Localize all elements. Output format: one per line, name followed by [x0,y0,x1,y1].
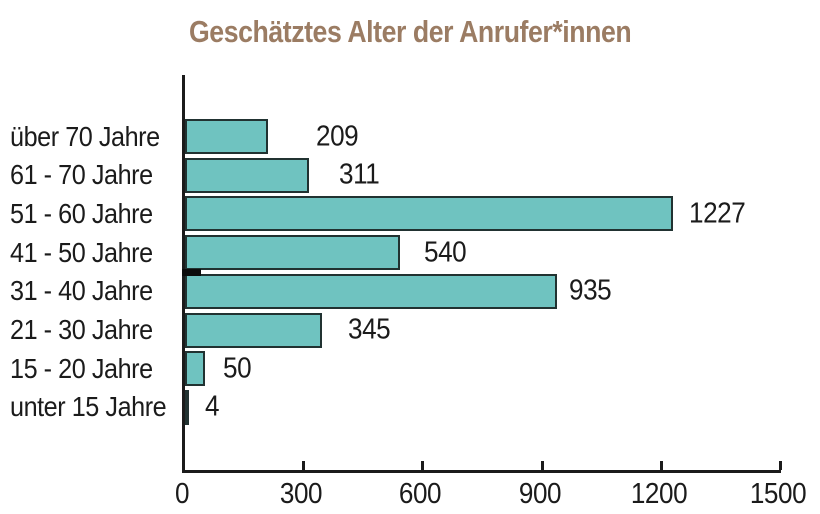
x-axis-tick [540,461,544,470]
bar-15 - 20 Jahre [185,351,205,387]
bar-über 70 Jahre [185,119,269,154]
x-axis-tick [302,461,306,470]
x-tick-label: 300 [280,478,323,510]
bar-21 - 30 Jahre [185,312,323,348]
value-label: 209 [316,120,359,152]
bar-41 - 50 Jahre [185,235,400,271]
category-label: 31 - 40 Jahre [10,275,153,307]
bar-31 - 40 Jahre [185,273,557,309]
value-label: 935 [568,274,612,307]
bar-61 - 70 Jahre [185,157,309,193]
x-tick-label: 900 [518,478,561,510]
category-label: 51 - 60 Jahre [10,197,153,229]
value-label: 4 [205,390,220,423]
category-label: 61 - 70 Jahre [10,159,153,191]
bar-51 - 60 Jahre [185,196,673,232]
value-label: 50 [222,352,252,385]
x-tick-label: 1500 [749,478,807,510]
category-label: 41 - 50 Jahre [10,236,153,268]
x-tick-label: 600 [399,478,442,510]
x-axis-tick [421,461,425,470]
axis-artifact-mark [182,269,201,277]
x-tick-label: 0 [174,478,190,510]
value-label: 540 [423,236,467,269]
x-axis-tick [779,461,782,470]
chart-title-text: Geschätztes Alter der Anrufer*innen [188,14,632,49]
plot-area: 209 311 1227 540 935 345 50 4 [182,75,782,473]
bar-unter 15 Jahre [185,389,189,425]
x-axis-tick [659,461,663,470]
value-label: 311 [338,158,380,191]
category-label: 15 - 20 Jahre [10,352,153,384]
category-label: über 70 Jahre [10,120,160,152]
x-tick-label: 1200 [630,478,688,510]
category-label: 21 - 30 Jahre [10,314,153,345]
category-label: unter 15 Jahre [10,391,167,423]
chart-title: Geschätztes Alter der Anrufer*innen [0,14,820,50]
value-label: 1227 [688,197,746,230]
value-label: 345 [348,313,391,346]
